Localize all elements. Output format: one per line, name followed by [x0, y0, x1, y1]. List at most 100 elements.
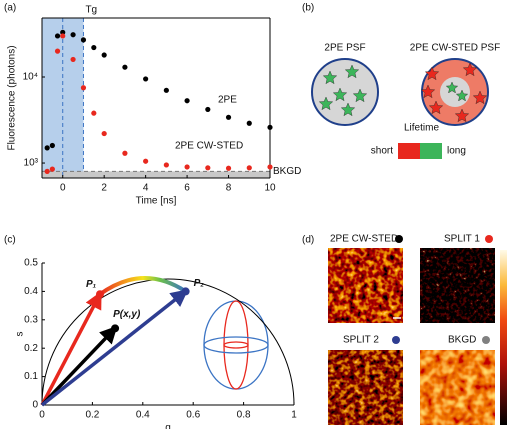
series-label: 2PE CW-STED: [175, 141, 243, 152]
chart: Tg BKGD 0 2 4 6 8 10 10³ 10⁴ Time [ns] Fluorescence…: [7, 5, 302, 207]
x-tick-label: 8: [226, 183, 232, 194]
image-label: SPLIT 1: [444, 234, 480, 245]
point: [111, 324, 120, 333]
image-label: 2PE CW-STED: [330, 234, 398, 245]
point: [267, 124, 273, 130]
star: [420, 84, 436, 99]
x-tick-label: 0.6: [186, 410, 200, 421]
series-label: 2PE: [218, 95, 237, 106]
point: [44, 168, 50, 174]
image-dot: [395, 235, 403, 243]
point: [54, 33, 61, 39]
star: [455, 89, 469, 102]
image-dot: [482, 336, 490, 344]
panel-label: (b): [302, 3, 314, 14]
colorbar: [500, 250, 507, 425]
point: [143, 158, 149, 164]
arrow: [40, 325, 118, 407]
arrow: [40, 289, 189, 407]
point: [205, 106, 211, 113]
ellipsoid-icon: [203, 300, 269, 390]
y-tick-label: 0.5: [24, 258, 38, 269]
x-tick-label: 6: [184, 183, 190, 194]
image-label: BKGD: [448, 335, 476, 346]
point: [54, 48, 61, 54]
point: [246, 120, 252, 126]
arrow: [40, 291, 102, 406]
legend-label: long: [447, 146, 466, 157]
x-tick-label: 0.4: [136, 410, 150, 421]
point: [163, 87, 169, 93]
y-tick-label: 0.4: [24, 286, 38, 297]
point: [60, 33, 66, 39]
annotation: BKGD: [273, 166, 301, 177]
legend-label: short: [371, 146, 393, 157]
x-axis-label: Time [ns]: [136, 196, 177, 207]
point: [143, 76, 149, 82]
y-tick-label: 0.2: [24, 343, 38, 354]
point: [80, 85, 87, 91]
star: [472, 90, 488, 105]
image-dot: [392, 336, 400, 344]
x-tick-label: 1: [291, 410, 297, 421]
y-tick-label: 0.1: [24, 371, 38, 382]
x-tick-label: 4: [143, 183, 149, 194]
background-shade: [42, 171, 270, 178]
point-label: P₂: [194, 278, 205, 289]
psf-diagram: 2PE PSF 2PE CW-STED PSF Lifetime short l…: [311, 43, 500, 159]
star: [454, 108, 470, 123]
y-tick-label: 0: [32, 400, 38, 411]
star: [352, 88, 368, 103]
point-label: P₁: [86, 279, 97, 290]
point: [95, 290, 104, 299]
star: [318, 96, 334, 111]
image-tile: [328, 350, 403, 425]
point: [44, 145, 50, 151]
image-dot: [485, 235, 493, 243]
y-tick-label: 10³: [24, 158, 39, 169]
x-axis-label: g: [165, 423, 171, 429]
image-label: SPLIT 2: [343, 335, 379, 346]
point: [101, 130, 107, 137]
point: [91, 44, 97, 51]
image-tile: [328, 248, 403, 323]
point: [246, 165, 252, 171]
psf-title: 2PE PSF: [324, 43, 365, 54]
point: [184, 98, 190, 104]
lifetime-long: [420, 143, 442, 159]
y-axis-label: s: [15, 332, 26, 337]
point: [181, 287, 190, 296]
point: [49, 166, 55, 172]
point: [267, 164, 273, 170]
point: [91, 110, 97, 116]
legend-title: Lifetime: [404, 123, 439, 134]
point: [184, 164, 190, 170]
x-tick-label: 0: [60, 183, 66, 194]
point: [163, 162, 169, 168]
x-tick-label: 0.2: [85, 410, 99, 421]
universal-circle: [41, 278, 295, 406]
y-tick-label: 10⁴: [23, 72, 38, 83]
point: [60, 29, 66, 35]
panel-label: (c): [4, 235, 16, 246]
star: [322, 70, 338, 85]
point: [49, 142, 55, 149]
image-tile: [420, 350, 495, 425]
point-label: P(x,y): [113, 309, 141, 320]
point: [70, 56, 76, 63]
point: [80, 37, 87, 43]
point: [122, 64, 128, 70]
y-tick-label: 0.3: [24, 314, 38, 325]
chart: 0 0.2 0.4 0.6 0.8 1 0 0.1 0.2 0.3 0.4 0.5 g s P₁ P(x,y)…: [15, 258, 298, 429]
point: [122, 150, 128, 156]
star: [424, 66, 440, 81]
point: [225, 165, 232, 171]
x-tick-label: 2: [101, 183, 107, 194]
panel-label: (a): [4, 3, 16, 14]
image-tile: [420, 248, 495, 323]
x-tick-label: 0.8: [237, 410, 251, 421]
x-tick-label: 0: [39, 410, 45, 421]
point: [101, 52, 107, 58]
star: [340, 102, 356, 117]
